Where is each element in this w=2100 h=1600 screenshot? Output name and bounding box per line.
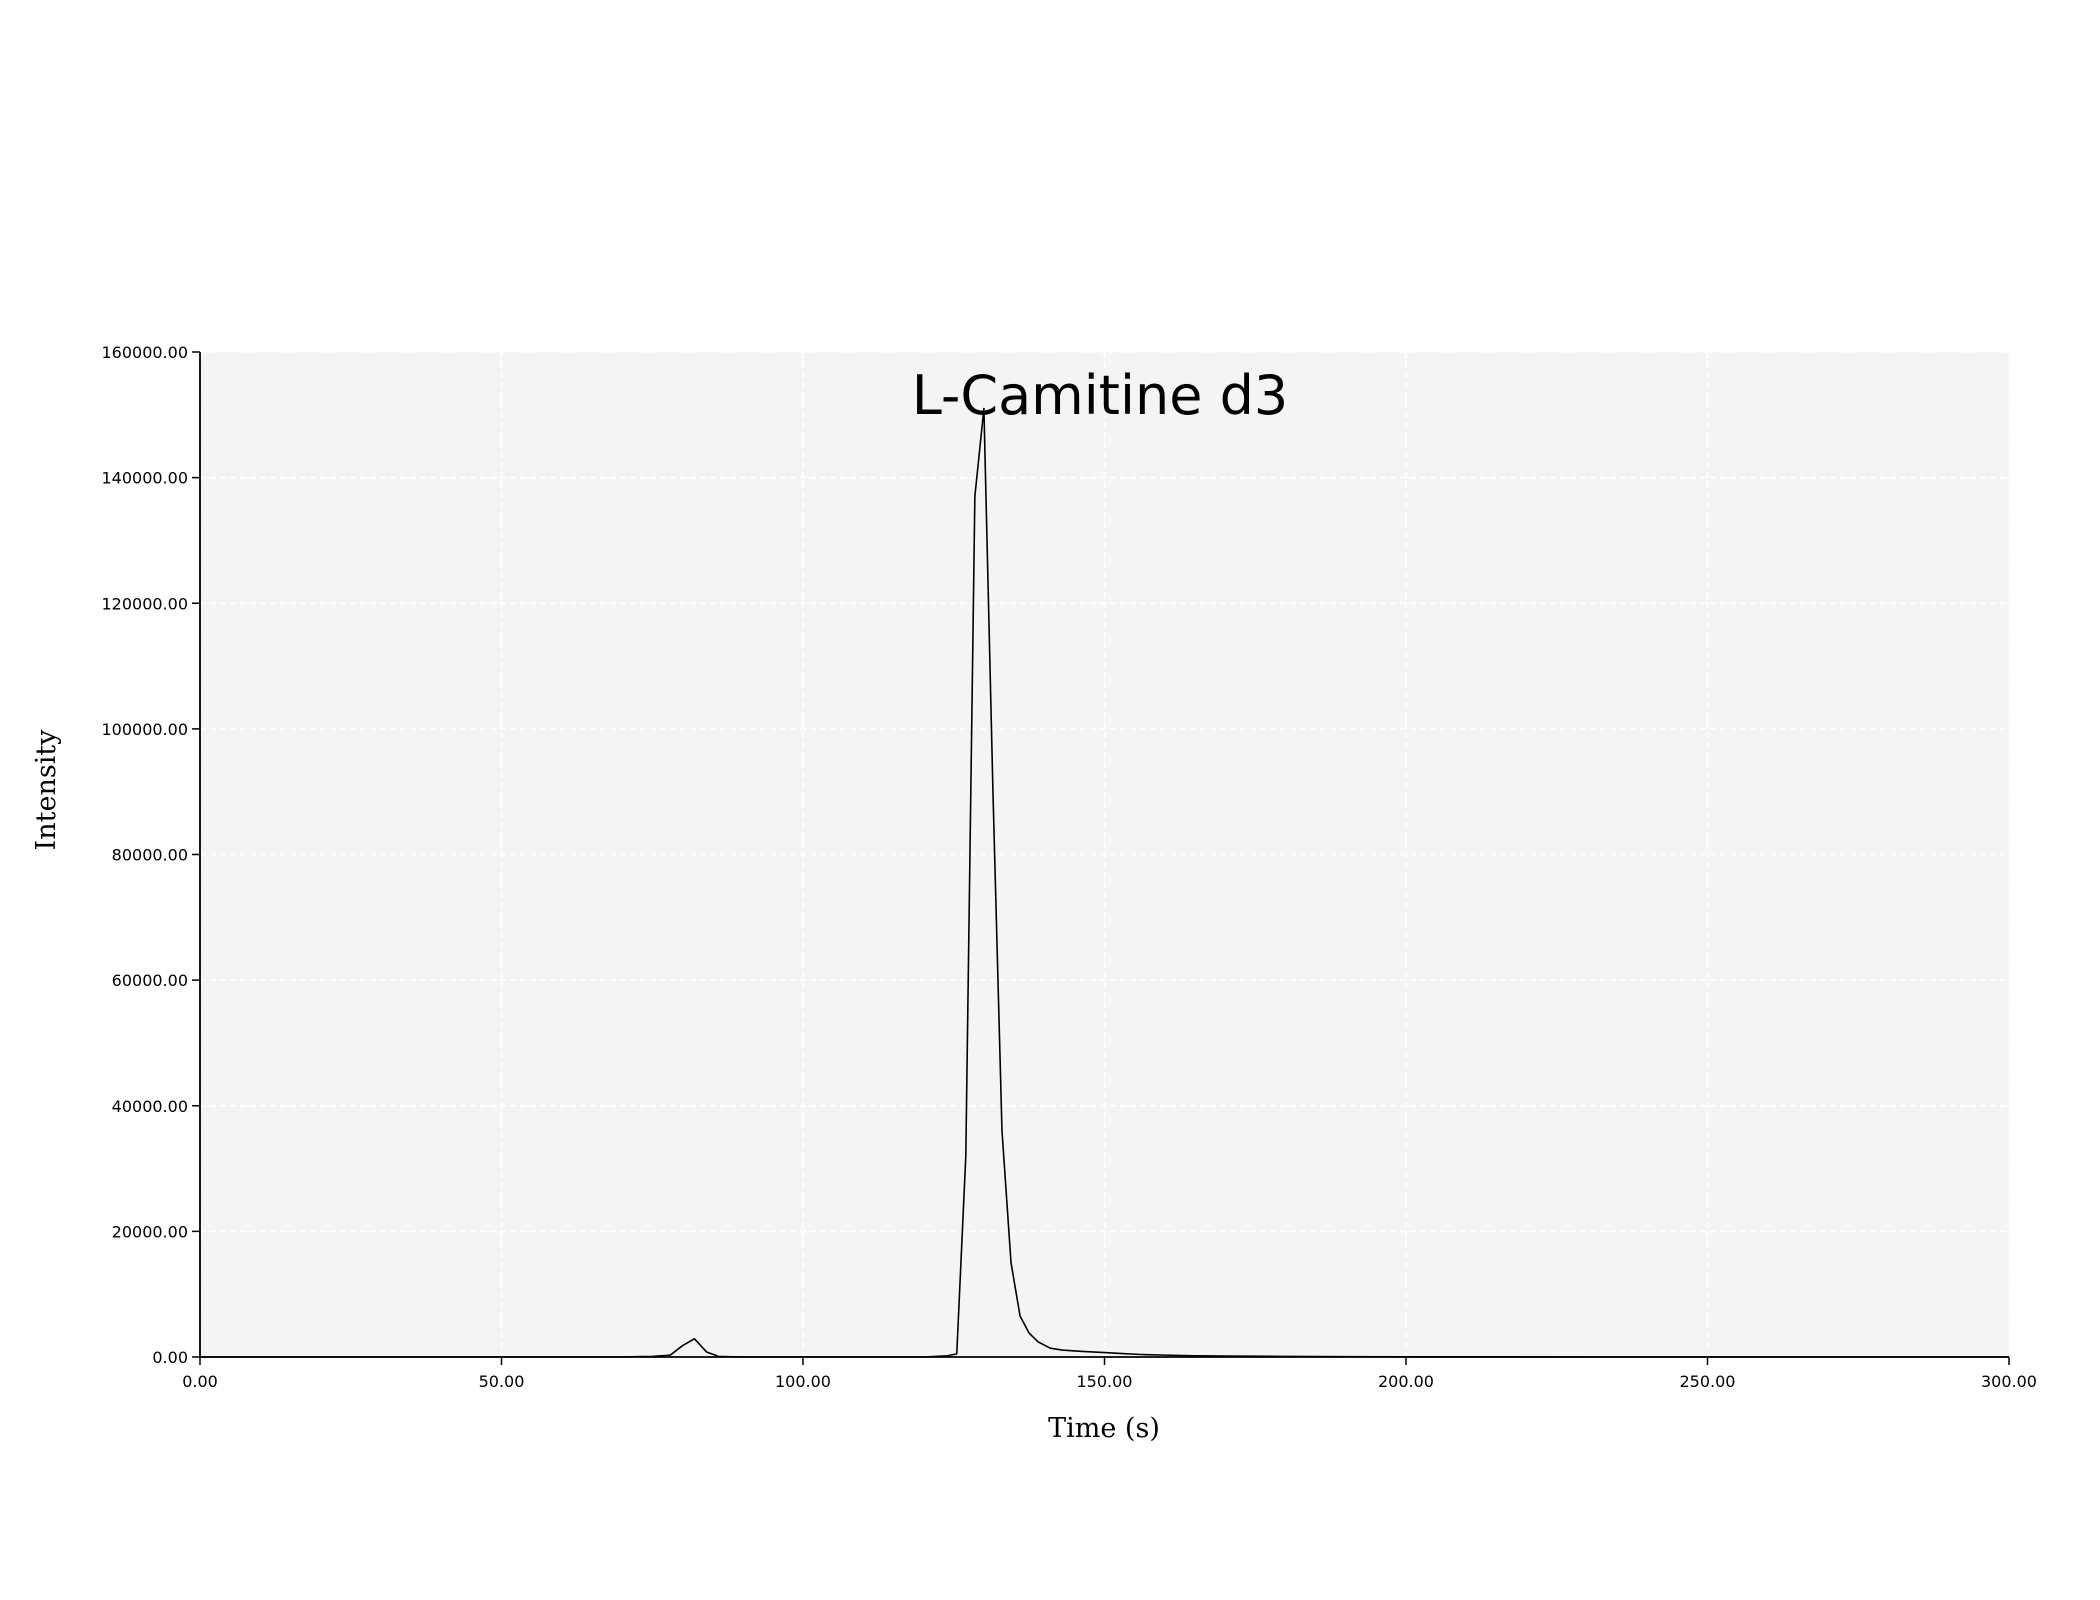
y-tick-label: 20000.00: [112, 1222, 188, 1241]
x-tick-label: 200.00: [1378, 1372, 1434, 1391]
y-tick-label: 100000.00: [101, 720, 188, 739]
y-tick-label: 80000.00: [112, 846, 188, 865]
x-tick-label: 250.00: [1680, 1372, 1736, 1391]
x-tick-label: 0.00: [182, 1372, 218, 1391]
chart-title: L-Camitine d3: [912, 364, 1288, 427]
y-tick-label: 140000.00: [101, 469, 188, 488]
x-tick-label: 300.00: [1981, 1372, 2037, 1391]
x-tick-label: 100.00: [775, 1372, 831, 1391]
y-tick-label: 160000.00: [101, 343, 188, 362]
x-tick-label: 150.00: [1077, 1372, 1133, 1391]
y-tick-label: 120000.00: [101, 594, 188, 613]
y-tick-label: 40000.00: [112, 1097, 188, 1116]
x-axis-title: Time (s): [1048, 1413, 1160, 1444]
y-axis-title: Intensity: [31, 729, 62, 851]
y-tick-label: 60000.00: [112, 971, 188, 990]
x-tick-label: 50.00: [479, 1372, 525, 1391]
chromatogram-trace: [200, 407, 2009, 1358]
y-tick-label: 0.00: [152, 1348, 188, 1367]
y-axis-ticks: 0.00 20000.00 40000.00 60000.00 80000.00 1000…: [101, 343, 200, 1367]
x-axis-ticks: 0.00 50.00 100.00 150.00 200.00 250.00 300.00: [182, 1357, 2037, 1391]
